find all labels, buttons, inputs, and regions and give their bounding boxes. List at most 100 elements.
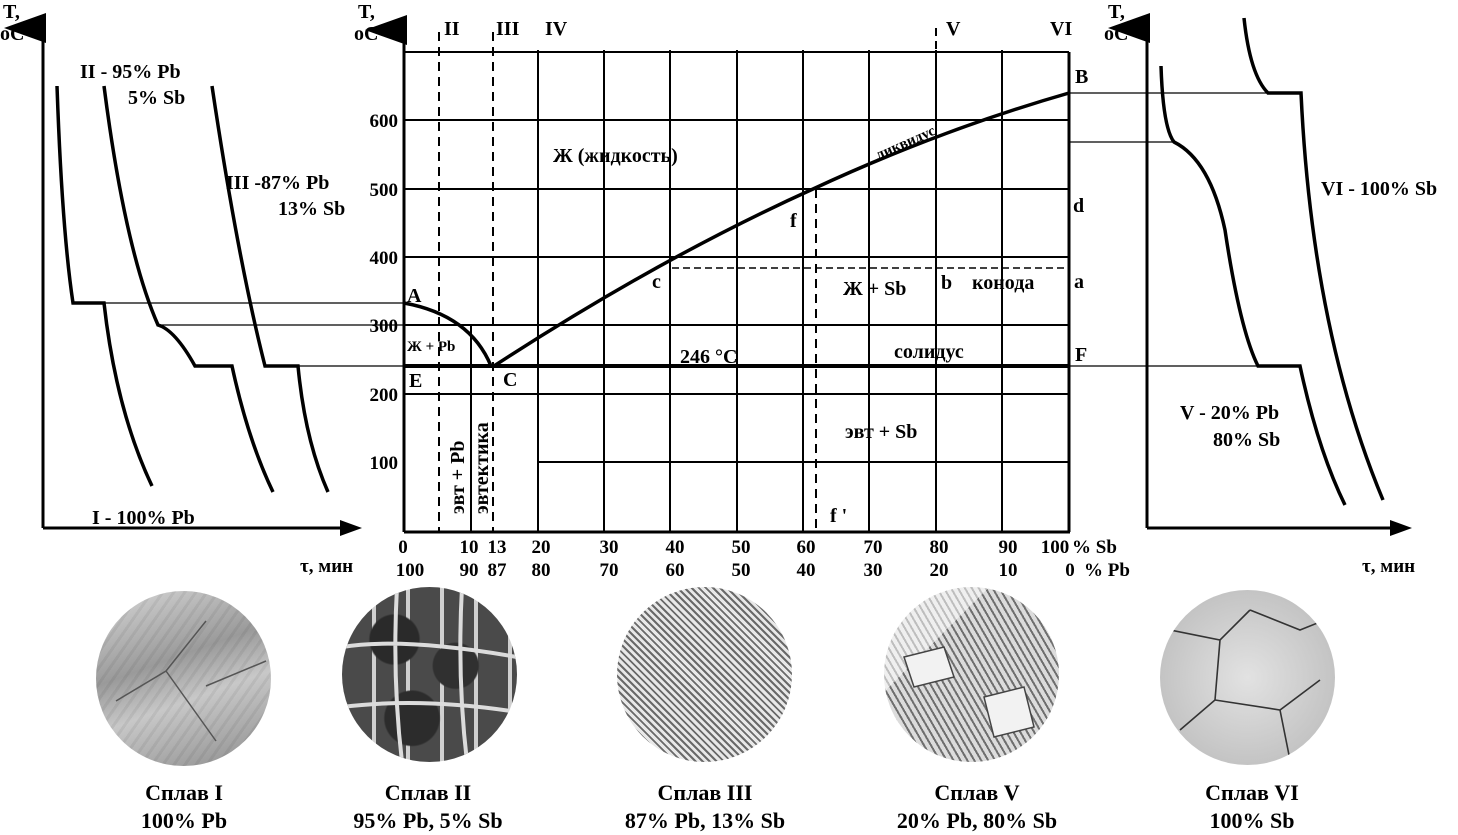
micrograph-alloy-I	[96, 591, 271, 766]
conode-label: конода	[972, 272, 1034, 294]
region-eutectic: эвтектика	[471, 422, 493, 514]
y-tick-100: 100	[370, 453, 399, 474]
region-liquid-sb: Ж + Sb	[843, 278, 906, 300]
micrograph-alloy-VI	[1160, 590, 1335, 765]
curve-III-label: III -87% Pb	[226, 172, 329, 194]
micrograph-1-title: Сплав I	[145, 780, 223, 805]
main-grid	[404, 50, 1069, 532]
cooling-curve-I	[55, 85, 154, 487]
x-tick-sb-50: 50	[732, 537, 751, 558]
region-eut-pb: эвт + Pb	[447, 440, 469, 514]
solidus-label: солидус	[894, 341, 964, 363]
point-c: c	[652, 271, 661, 293]
curve-II-label: II - 95% Pb	[80, 61, 181, 83]
primary-crystals	[903, 646, 1035, 738]
point-F: F	[1075, 344, 1087, 366]
point-f-prime: f '	[830, 505, 847, 527]
x-tick-sb-70: 70	[864, 537, 883, 558]
point-B: B	[1075, 66, 1088, 88]
x-tick-pb-70: 70	[600, 560, 619, 581]
point-a: a	[1074, 271, 1084, 293]
x-tick-sb-10: 10	[460, 537, 479, 558]
x-tick-sb-0: 0	[398, 537, 408, 558]
point-A: A	[407, 285, 422, 307]
x-tick-sb-13: 13	[488, 537, 507, 558]
alloy-marker-IV: IV	[545, 18, 568, 40]
x-tick-sb-60: 60	[797, 537, 816, 558]
micrograph-alloy-III	[617, 587, 792, 762]
main-axis-title: T,	[358, 1, 375, 23]
right-x-axis-label: τ, мин	[1362, 556, 1415, 577]
x-tick-pb-90: 90	[460, 560, 479, 581]
micrograph-1-subtitle: 100% Pb	[141, 808, 227, 833]
point-E: E	[409, 370, 422, 392]
curve-I-label: I - 100% Pb	[92, 507, 195, 529]
alloy-marker-II: II	[444, 18, 460, 40]
curve-V-label-2: 80% Sb	[1213, 429, 1280, 451]
eutectic-temp-label: 246 °C	[680, 346, 737, 368]
liquidus-curve-AC	[403, 301, 493, 367]
right-axis-title: T,	[1108, 1, 1125, 23]
y-tick-600: 600	[370, 111, 399, 132]
y-tick-200: 200	[370, 385, 399, 406]
x-tick-pb-10: 10	[999, 560, 1018, 581]
cooling-curve-V	[1159, 65, 1347, 506]
x-tick-pb-100: 100	[396, 560, 425, 581]
x-tick-pb-0: 0	[1065, 560, 1075, 581]
micrograph-alloy-V	[884, 587, 1059, 762]
x-tick-sb-100: 100	[1041, 537, 1070, 558]
grain-boundaries	[115, 620, 267, 742]
left-cooling-chart: T, oC τ, мин I - 100% Pb II - 95% Pb 5% …	[0, 1, 362, 577]
micrograph-5-subtitle: 100% Sb	[1210, 808, 1295, 833]
right-axis-unit: oC	[1104, 23, 1128, 45]
point-C: C	[503, 369, 517, 391]
y-tick-400: 400	[370, 248, 399, 269]
main-axis-unit: oC	[354, 23, 378, 45]
micrograph-4-title: Сплав V	[934, 780, 1019, 805]
right-x-arrow	[1390, 520, 1412, 536]
alloy-marker-V: V	[946, 18, 961, 40]
grain-boundaries	[1169, 609, 1326, 761]
curve-III-label-2: 13% Sb	[278, 198, 345, 220]
micrograph-4-subtitle: 20% Pb, 80% Sb	[897, 808, 1057, 833]
micrograph-3-title: Сплав III	[658, 780, 753, 805]
micrograph-alloy-II	[342, 587, 517, 762]
x-tick-pb-20: 20	[930, 560, 949, 581]
cooling-curve-II	[102, 85, 275, 493]
micrograph-2-title: Сплав II	[385, 780, 471, 805]
x-tick-sb-40: 40	[666, 537, 685, 558]
micrograph-5-title: Сплав VI	[1205, 780, 1299, 805]
left-x-axis-label: τ, мин	[300, 556, 353, 577]
right-cooling-chart: T, oC τ, мин VI - 100% Sb V - 20% Pb 80%…	[1104, 1, 1437, 577]
micrograph-3-subtitle: 87% Pb, 13% Sb	[625, 808, 785, 833]
cooling-curve-VI	[1242, 17, 1385, 501]
x-tick-pb-30: 30	[864, 560, 883, 581]
x-unit-pb: % Pb	[1084, 560, 1130, 581]
x-tick-pb-80: 80	[532, 560, 551, 581]
x-tick-pb-50: 50	[732, 560, 751, 581]
left-axis-title: T,	[3, 1, 20, 23]
point-d: d	[1073, 195, 1084, 217]
x-tick-sb-80: 80	[930, 537, 949, 558]
left-axis-unit: oC	[0, 23, 24, 45]
x-unit-sb: % Sb	[1072, 537, 1117, 558]
x-tick-sb-30: 30	[600, 537, 619, 558]
x-tick-sb-90: 90	[999, 537, 1018, 558]
main-diagram: T, oC 600 500 400 300 200 100 0 10 13 20…	[354, 1, 1130, 581]
y-tick-300: 300	[370, 316, 399, 337]
alloy-marker-III: III	[496, 18, 520, 40]
dendrite-network	[342, 587, 517, 762]
point-b: b	[941, 272, 952, 294]
curve-V-label: V - 20% Pb	[1180, 402, 1279, 424]
alloy-marker-VI: VI	[1050, 18, 1072, 40]
point-f: f	[790, 210, 797, 232]
left-x-arrow	[340, 520, 362, 536]
cooling-curve-III	[210, 85, 330, 493]
liquidus-curve-CB	[493, 91, 1070, 368]
curve-II-label-2: 5% Sb	[128, 87, 185, 109]
x-tick-pb-40: 40	[797, 560, 816, 581]
x-tick-sb-20: 20	[532, 537, 551, 558]
region-liquid: Ж (жидкость)	[553, 145, 678, 167]
region-eut-sb: эвт + Sb	[845, 421, 917, 443]
region-liquid-pb: Ж + Pb	[407, 339, 455, 355]
